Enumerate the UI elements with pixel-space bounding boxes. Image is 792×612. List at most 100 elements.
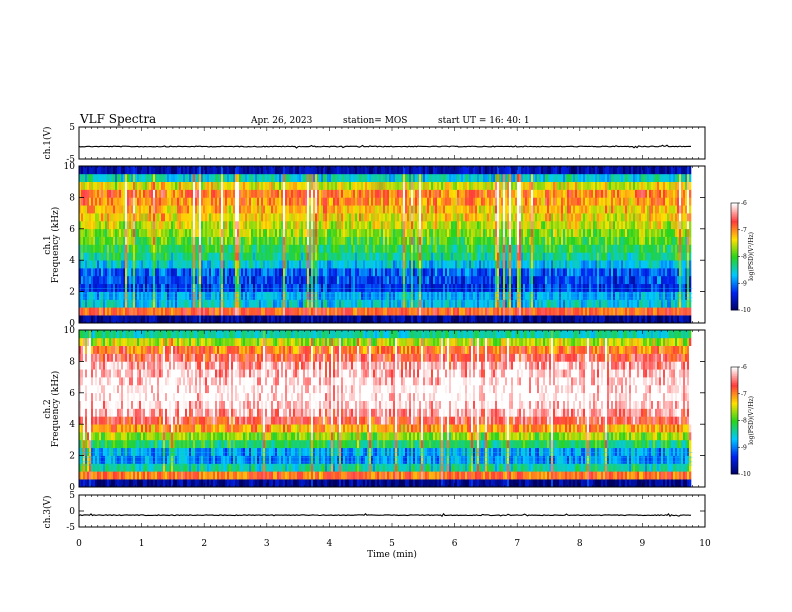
spectrogram-cell [253, 307, 256, 316]
spectrogram-cell [103, 197, 106, 206]
spectrogram-cell [261, 205, 264, 214]
spectrogram-cell [689, 275, 692, 285]
spectrogram-cell [313, 275, 316, 285]
spectrogram-cell [173, 299, 176, 308]
spectrogram-cell [211, 205, 214, 214]
spectrogram-cell [629, 244, 632, 253]
spectrogram-cell [205, 205, 208, 214]
spectrogram-cell [565, 268, 568, 277]
spectrogram-cell [189, 283, 192, 292]
spectrogram-cell [679, 260, 682, 269]
spectrogram-cell [389, 236, 392, 245]
spectrogram-cell [541, 244, 544, 253]
spectrogram-cell [313, 260, 316, 269]
spectrogram-cell [617, 244, 620, 253]
spectrogram-cell [253, 228, 256, 237]
spectrogram-cell [549, 283, 552, 292]
spectrogram-cell [119, 228, 122, 237]
spectrogram-cell [617, 283, 620, 292]
spectrogram-cell [585, 228, 588, 237]
spectrogram-cell [139, 213, 142, 222]
spectrogram-cell [325, 228, 328, 237]
spectrogram-cell [623, 275, 626, 285]
spectrogram-cell [497, 252, 500, 261]
spectrogram-cell [305, 213, 308, 222]
spectrogram-cell [161, 197, 164, 206]
spectrogram-cell [485, 291, 488, 300]
spectrogram-cell [337, 244, 340, 253]
spectrogram-cell [109, 252, 112, 261]
spectrogram-cell [229, 283, 232, 292]
spectrogram-cell [317, 244, 320, 253]
spectrogram-cell [647, 299, 650, 308]
spectrogram-cell [197, 244, 200, 253]
spectrogram-cell [423, 197, 426, 206]
spectrogram-cell [395, 213, 398, 222]
spectrogram-cell [329, 220, 332, 230]
spectrogram-cell [211, 291, 214, 300]
spectrogram-cell [257, 299, 260, 308]
spectrogram-cell [551, 213, 554, 222]
spectrogram-cell [637, 275, 640, 285]
spectrogram-cell [255, 213, 258, 222]
spectrogram-cell [655, 213, 658, 222]
spectrogram-cell [145, 307, 148, 316]
spectrogram-cell [431, 299, 434, 308]
spectrogram-cell [85, 291, 88, 300]
spectrogram-cell [107, 260, 110, 269]
spectrogram-cell [545, 236, 548, 245]
spectrogram-cell [177, 252, 180, 261]
spectrogram-cell [147, 197, 150, 206]
spectrogram-cell [447, 291, 450, 300]
spectrogram-cell [607, 283, 610, 292]
spectrogram-cell [639, 291, 642, 300]
spectrogram-cell [363, 307, 366, 316]
spectrogram-cell [479, 291, 482, 300]
spectrogram-cell [405, 315, 408, 324]
spectrogram-cell [179, 307, 182, 316]
spectrogram-cell [467, 205, 470, 214]
spectrogram-cell [111, 236, 114, 245]
spectrogram-cell [375, 252, 378, 261]
spectrogram-cell [545, 315, 548, 324]
spectrogram-cell [175, 220, 178, 230]
spectrogram-cell [115, 252, 118, 261]
spectrogram-cell [193, 291, 196, 300]
spectrogram-cell [423, 307, 426, 316]
spectrogram-cell [335, 252, 338, 261]
spectrogram-cell [211, 197, 214, 206]
spectrogram-cell [513, 268, 516, 277]
spectrogram-cell [199, 315, 202, 324]
spectrogram-cell [539, 205, 542, 214]
ch1-waveform-trace [78, 144, 692, 149]
spectrogram-cell [611, 220, 614, 230]
spectrogram-cell [595, 252, 598, 261]
spectrogram-cell [637, 213, 640, 222]
spectrogram-cell [323, 244, 326, 253]
spectrogram-cell [97, 299, 100, 308]
spectrogram-cell [643, 220, 646, 230]
spectrogram-cell [655, 307, 658, 316]
spectrogram-cell [445, 299, 448, 308]
spectrogram-cell [319, 283, 322, 292]
spectrogram-cell [253, 291, 256, 300]
spectrogram-cell [247, 228, 250, 237]
spectrogram-cell [149, 236, 152, 245]
spectrogram-cell [269, 260, 272, 269]
spectrogram-cell [361, 307, 364, 316]
spectrogram-cell [677, 213, 680, 222]
spectrogram-cell [155, 275, 158, 285]
spectrogram-cell [263, 283, 266, 292]
spectrogram-cell [131, 275, 134, 285]
spectrogram-cell [493, 236, 496, 245]
spectrogram-cell [589, 291, 592, 300]
spectrogram-cell [495, 220, 498, 230]
spectrogram-cell [115, 228, 118, 237]
spectrogram-cell [213, 197, 216, 206]
spectrogram-cell [345, 252, 348, 261]
ch1-spectrogram-cells [79, 166, 692, 324]
spectrogram-cell [581, 315, 584, 324]
spectrogram-cell [483, 236, 486, 245]
spectrogram-cell [473, 315, 476, 324]
spectrogram-cell [191, 236, 194, 245]
